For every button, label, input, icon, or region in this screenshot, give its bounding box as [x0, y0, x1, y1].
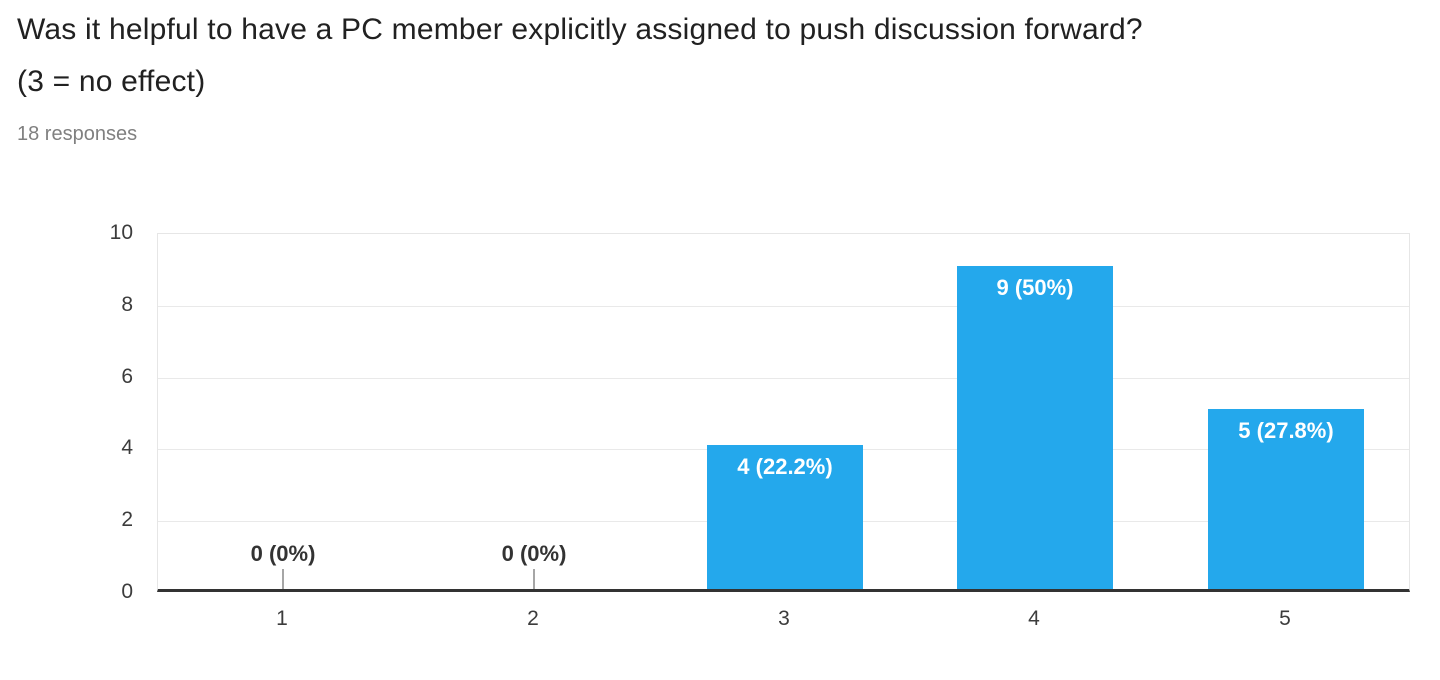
x-axis-tick-label: 1	[276, 607, 288, 630]
chart-title: Was it helpful to have a PC member expli…	[17, 13, 1143, 98]
y-axis-tick-label: 0	[121, 580, 133, 603]
zero-value-label: 0 (0%)	[501, 541, 567, 566]
zero-value-label: 0 (0%)	[250, 541, 316, 566]
x-axis-tick-label: 3	[778, 607, 790, 630]
bar-value-label: 5 (27.8%)	[1238, 418, 1334, 443]
x-axis-tick-label: 5	[1279, 607, 1291, 630]
y-axis-tick-label: 6	[121, 365, 133, 388]
plot-area: 0 (0%) 0 (0%) 4 (22.2%) 9 (50%) 5 (27.8%)	[157, 233, 1410, 592]
response-count: 18 responses	[17, 123, 138, 145]
zero-annotation-stem	[282, 569, 284, 589]
y-axis-tick-label: 8	[121, 293, 133, 316]
x-axis-tick-label: 2	[527, 607, 539, 630]
zero-annotation-stem	[533, 569, 535, 589]
bar	[957, 266, 1113, 589]
gridline	[158, 378, 1409, 379]
bar	[1208, 409, 1364, 589]
bar-value-label: 9 (50%)	[996, 275, 1074, 300]
y-axis-tick-label: 4	[121, 436, 133, 459]
x-axis-tick-label: 4	[1028, 607, 1040, 630]
bar-value-label: 4 (22.2%)	[737, 454, 833, 479]
y-axis-tick-label: 2	[121, 508, 133, 531]
bar	[707, 445, 863, 589]
gridline	[158, 306, 1409, 307]
y-axis-tick-label: 10	[109, 221, 133, 244]
